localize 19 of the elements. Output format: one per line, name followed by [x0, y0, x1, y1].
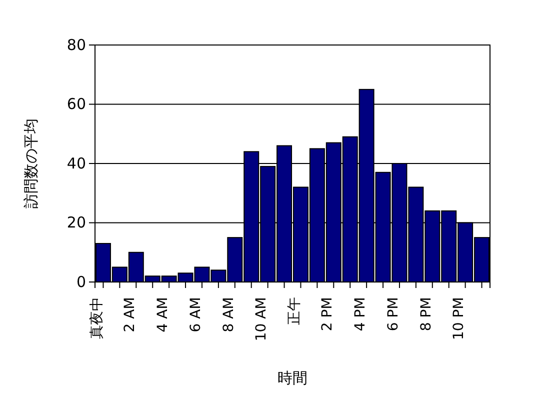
x-tick-label: 2 AM [122, 297, 138, 332]
x-tick-label: 10 AM [254, 297, 270, 342]
x-tick-label: 6 AM [188, 297, 204, 332]
y-axis-title: 訪問数の平均 [22, 118, 40, 208]
x-tick-label: 4 PM [352, 297, 368, 332]
y-tick-label: 80 [66, 36, 86, 54]
x-tick-label: 正午 [286, 297, 303, 326]
y-tick-label: 60 [66, 95, 86, 114]
x-tick-label: 2 PM [320, 297, 336, 332]
x-tick-label: 6 PM [385, 297, 402, 332]
x-axis-title: 時間 [278, 369, 308, 387]
x-tick-label: 8 AM [220, 297, 237, 332]
x-tick-label: 8 PM [418, 297, 434, 332]
y-tick-label: 0 [76, 272, 86, 291]
x-tick-label: 真夜中 [89, 297, 106, 340]
x-tick-label: 4 AM [154, 297, 171, 332]
y-tick-label: 20 [66, 214, 86, 232]
x-tick-label: 10 PM [451, 297, 468, 340]
y-tick-label: 40 [66, 154, 86, 172]
